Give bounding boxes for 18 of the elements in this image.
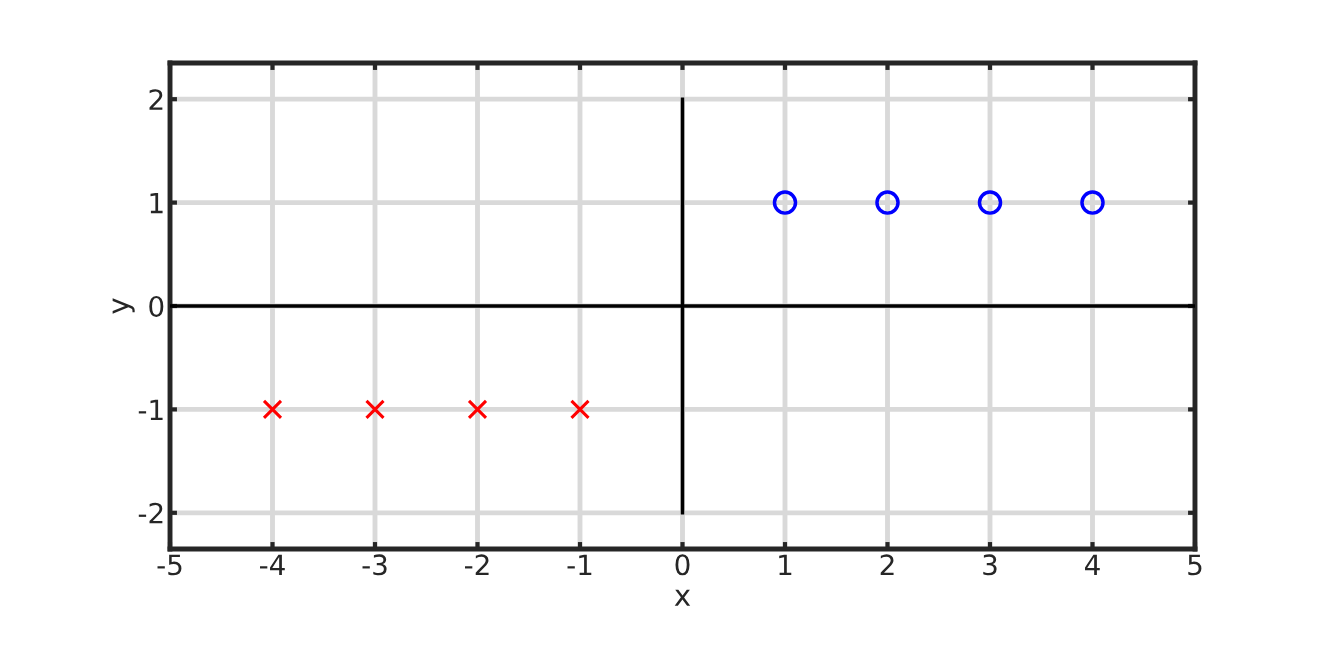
x-tick-label: -1 (567, 554, 592, 575)
y-tick-label: -2 (138, 502, 163, 524)
x-tick-label: 3 (983, 554, 997, 576)
x-tick-label: 1 (779, 554, 792, 575)
y-axis-title: y (112, 298, 135, 314)
x-tick-label: 5 (1188, 554, 1202, 576)
x-tick-label: -2 (465, 554, 489, 575)
x-axis-title: x (674, 589, 691, 606)
y-tick-label: -1 (138, 399, 163, 420)
x-tick-label: -5 (157, 554, 182, 576)
y-tick-label: 2 (149, 89, 163, 110)
y-tick-label: 1 (150, 192, 163, 214)
x-tick-label: -4 (260, 554, 285, 575)
x-tick-label: 4 (1085, 554, 1100, 575)
x-tick-label: 0 (675, 554, 690, 576)
x-tick-label: -3 (362, 554, 387, 576)
x-tick-label: 2 (880, 554, 894, 575)
y-tick-label: 0 (149, 295, 164, 317)
